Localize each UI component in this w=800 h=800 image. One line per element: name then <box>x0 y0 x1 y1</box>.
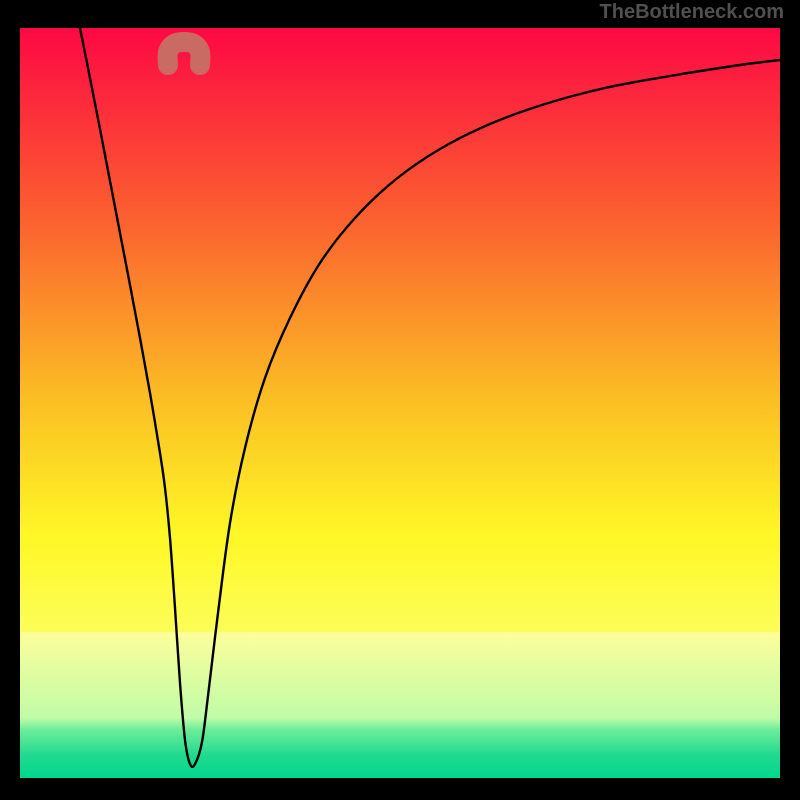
watermark-text: TheBottleneck.com <box>600 1 784 24</box>
gradient-background <box>20 28 780 778</box>
plot-area <box>20 28 780 778</box>
chart-frame: TheBottleneck.com <box>0 0 800 800</box>
